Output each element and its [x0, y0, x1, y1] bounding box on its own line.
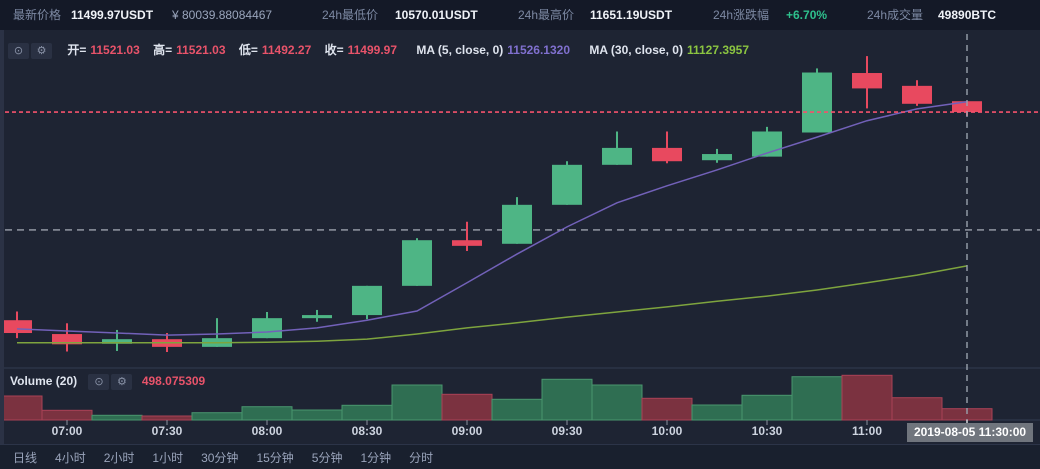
x-axis-label: 10:30 — [751, 424, 783, 438]
ma30-value: 11127.3957 — [686, 43, 750, 57]
close-value: 11499.97 — [347, 43, 397, 57]
volume-bar — [491, 398, 543, 421]
timeframe-item[interactable]: 2小时 — [103, 450, 135, 465]
change-24h-value: +6.70% — [786, 8, 828, 22]
volume-bar — [541, 378, 593, 421]
volume-24h-label: 24h成交量 — [867, 8, 924, 22]
open-value: 11521.03 — [90, 43, 140, 57]
x-axis-label: 09:00 — [451, 424, 483, 438]
candle-body — [252, 318, 282, 339]
volume-bar — [141, 415, 193, 421]
candle-body — [902, 85, 932, 104]
timeframe-item[interactable]: 1小时 — [152, 450, 184, 465]
low-label: 低= — [238, 43, 258, 57]
high-label: 高= — [153, 43, 173, 57]
volume-bar — [341, 404, 393, 421]
candle-body — [352, 285, 382, 316]
volume-legend: Volume (20) ⊙ ⚙ 498.075309 — [10, 374, 205, 390]
timeframe-item[interactable]: 5分钟 — [311, 450, 343, 465]
open-label: 开= — [67, 43, 87, 57]
x-axis-label: 07:00 — [51, 424, 83, 438]
volume-bar — [841, 374, 893, 421]
candle-body — [52, 334, 82, 345]
volume-bar — [441, 393, 493, 421]
volume-bar — [0, 395, 43, 421]
last-price-value: 11499.97USDT — [71, 8, 154, 22]
volume-bar — [891, 397, 943, 421]
candle-body — [102, 339, 132, 344]
eye-icon[interactable]: ⊙ — [88, 374, 110, 390]
timeframe-item[interactable]: 30分钟 — [201, 450, 239, 465]
x-axis-label: 08:00 — [251, 424, 283, 438]
timeframe-item[interactable]: 15分钟 — [256, 450, 294, 465]
stats-bar: 最新价格 11499.97USDT ¥ 80039.88084467 24h最低… — [0, 0, 1040, 31]
volume-bar — [391, 384, 443, 421]
volume-bar — [641, 397, 693, 421]
x-axis-label: 08:30 — [351, 424, 383, 438]
candle-body — [502, 204, 532, 244]
volume-bar — [91, 414, 143, 421]
close-label: 收= — [324, 43, 344, 57]
crosshair-date-label: 2019-08-05 11:30:00 — [907, 423, 1033, 442]
candle-body — [302, 315, 332, 319]
volume-bar — [691, 404, 743, 421]
candlestick-chart-svg[interactable] — [0, 30, 1040, 444]
ma30-line — [17, 265, 968, 344]
volume-value: 498.075309 — [141, 374, 206, 389]
volume-bar — [241, 406, 293, 421]
timeframe-item[interactable]: 4小时 — [55, 450, 86, 465]
ma5-value: 11526.1320 — [507, 43, 571, 57]
chart-region[interactable]: ⊙ ⚙ 开= 11521.03 高= 11521.03 低= 11492.27 收= 11… — [0, 30, 1040, 444]
timeframe-item[interactable]: 日线 — [13, 450, 38, 465]
ohlc-legend: ⊙ ⚙ 开= 11521.03 高= 11521.03 低= 11492.27 收= 11… — [8, 41, 749, 59]
timeframe-item[interactable]: 分时 — [409, 450, 434, 465]
ma5-label: MA (5, close, 0) — [416, 43, 504, 57]
eye-icon[interactable]: ⊙ — [8, 42, 29, 59]
ma5-line — [16, 101, 968, 336]
x-axis-label: 11:00 — [851, 424, 883, 438]
last-price-label: 最新价格 — [13, 8, 62, 22]
candle-body — [402, 240, 432, 286]
candle-body — [602, 147, 632, 165]
candle-body — [952, 101, 982, 113]
timeframe-bar: 日线 4小时 2小时 1小时 30分钟 15分钟 5分钟 1分钟 分时 — [0, 444, 1040, 469]
low-24h-label: 24h最低价 — [322, 8, 379, 22]
low-24h-value: 10570.01USDT — [395, 8, 478, 22]
candle-body — [802, 72, 832, 133]
volume-bar — [591, 384, 643, 421]
volume-bar — [191, 412, 243, 421]
timeframe-item[interactable]: 1分钟 — [360, 450, 392, 465]
volume-bar — [291, 409, 343, 421]
last-price-cny: ¥ 80039.88084467 — [172, 8, 273, 22]
x-axis-label: 07:30 — [151, 424, 183, 438]
candle-body — [652, 147, 682, 162]
high-24h-value: 11651.19USDT — [590, 8, 673, 22]
high-24h-label: 24h最高价 — [518, 8, 575, 22]
left-edge-strip — [0, 30, 4, 469]
candle-body — [452, 240, 482, 246]
candle-body — [552, 164, 582, 205]
x-axis-label: 09:30 — [551, 424, 583, 438]
volume-indicator-label: Volume (20) — [10, 374, 78, 389]
candle-body — [2, 320, 32, 334]
low-value: 11492.27 — [261, 43, 312, 57]
high-value: 11521.03 — [176, 43, 226, 57]
volume-bar — [791, 376, 843, 421]
x-axis-label: 10:00 — [651, 424, 683, 438]
volume-24h-value: 49890BTC — [938, 8, 997, 22]
gear-icon[interactable]: ⚙ — [31, 42, 52, 59]
gear-icon[interactable]: ⚙ — [111, 374, 133, 390]
change-24h-label: 24h涨跌幅 — [713, 8, 770, 22]
volume-bar — [41, 409, 93, 421]
candle-body — [852, 73, 882, 89]
volume-bar — [741, 394, 793, 421]
ma30-label: MA (30, close, 0) — [589, 43, 683, 57]
candle-body — [702, 154, 732, 161]
